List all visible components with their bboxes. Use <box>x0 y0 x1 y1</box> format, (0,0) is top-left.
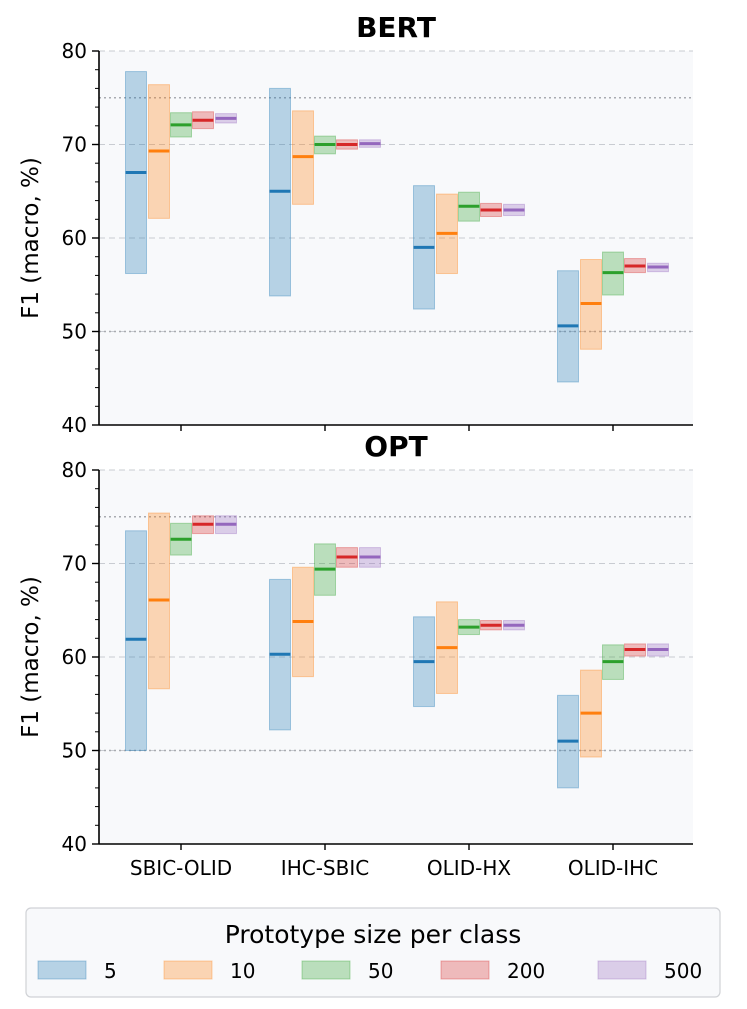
y-tick-label: 40 <box>62 413 87 437</box>
x-tick-label: OLID-HX <box>427 856 511 880</box>
legend-swatch-200 <box>440 960 490 980</box>
y-tick-label: 80 <box>62 39 87 63</box>
legend-label-5: 5 <box>104 959 117 983</box>
y-axis-label: F1 (macro, %) <box>18 576 44 738</box>
y-tick-label: 40 <box>62 832 87 856</box>
legend-swatch-5 <box>37 960 87 980</box>
legend-swatch-10 <box>163 960 213 980</box>
legend-label-500: 500 <box>664 959 702 983</box>
y-tick-label: 50 <box>62 739 87 763</box>
y-tick-label: 70 <box>62 552 87 576</box>
y-tick-label: 80 <box>62 458 87 482</box>
legend-swatch-50 <box>301 960 351 980</box>
legend-label-50: 50 <box>368 959 393 983</box>
y-tick-label: 60 <box>62 226 87 250</box>
chart-title: BERT <box>356 11 436 44</box>
y-tick-label: 60 <box>62 645 87 669</box>
y-tick-label: 70 <box>62 133 87 157</box>
legend-box <box>25 907 721 998</box>
legend-label-10: 10 <box>230 959 255 983</box>
legend-swatch-500 <box>597 960 647 980</box>
y-axis-label: F1 (macro, %) <box>18 157 44 319</box>
legend-label-200: 200 <box>507 959 545 983</box>
y-tick-label: 50 <box>62 320 87 344</box>
x-tick-label: OLID-IHC <box>568 856 658 880</box>
x-tick-label: SBIC-OLID <box>130 856 232 880</box>
chart-title: OPT <box>364 430 427 463</box>
x-tick-label: IHC-SBIC <box>281 856 369 880</box>
legend-title: Prototype size per class <box>225 920 522 949</box>
